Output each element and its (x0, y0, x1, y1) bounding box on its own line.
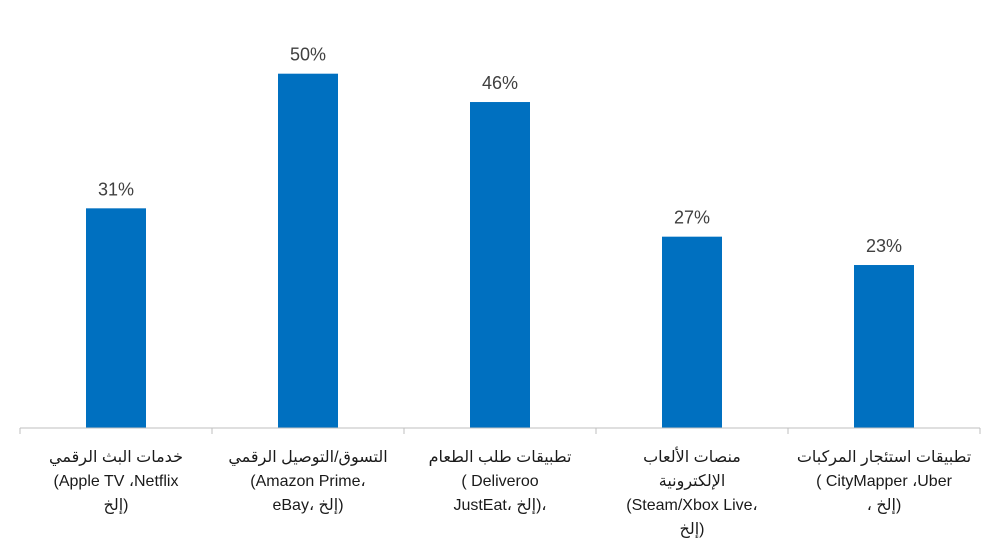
category-label-line: ( CityMapper ،Uber (816, 473, 953, 490)
category-labels-group: خدمات البث الرقمي (Apple TV ،Netflix إلخ) ا… (49, 446, 971, 539)
bars-group (86, 73, 914, 429)
category-label-line: (Amazon Prime، (250, 473, 365, 490)
category-label-line: ( Deliveroo (461, 473, 538, 490)
bar (662, 236, 722, 428)
category-label: منصات الألعاب الإلكترونية (Steam/Xbox Live… (626, 446, 757, 539)
category-label: تطبيقات استئجار المركبات ( CityMapper ،Ub… (797, 449, 971, 515)
x-axis-ticks (19, 428, 981, 434)
bar-value-label: 31% (98, 179, 134, 199)
category-label-line: (Steam/Xbox Live، (626, 497, 757, 514)
bar (470, 102, 530, 428)
category-label-line: الإلكترونية (659, 473, 726, 491)
bar-value-label: 23% (866, 236, 902, 256)
bar-value-label: 27% (674, 208, 710, 228)
category-label-line: إلخ) (680, 521, 705, 539)
bar-value-label: 50% (290, 45, 326, 65)
bar-value-label: 46% (482, 73, 518, 93)
category-label: التسوق/التوصيل الرقمي (Amazon Prime، eBay،… (228, 449, 387, 515)
bar (854, 265, 914, 428)
category-label-line: eBay، إلخ) (272, 497, 343, 515)
category-label-line: JustEat، إلخ)، (453, 497, 546, 515)
category-label-line: تطبيقات طلب الطعام (429, 449, 572, 466)
category-label-line: (Apple TV ،Netflix (54, 473, 179, 490)
category-label-line: منصات الألعاب (643, 446, 741, 466)
category-label: تطبيقات طلب الطعام ( Deliveroo JustEat، إل… (429, 449, 572, 515)
category-label-line: ، إلخ) (867, 497, 902, 515)
value-labels-group: 31% 50% 46% 27% 23% (98, 45, 902, 256)
category-label-line: خدمات البث الرقمي (49, 449, 183, 467)
category-label-line: إلخ) (104, 497, 129, 515)
bar (86, 208, 146, 428)
bar (278, 73, 338, 429)
category-label-line: التسوق/التوصيل الرقمي (228, 449, 387, 467)
category-label-line: تطبيقات استئجار المركبات (797, 449, 971, 467)
category-label: خدمات البث الرقمي (Apple TV ،Netflix إلخ) (49, 449, 183, 515)
